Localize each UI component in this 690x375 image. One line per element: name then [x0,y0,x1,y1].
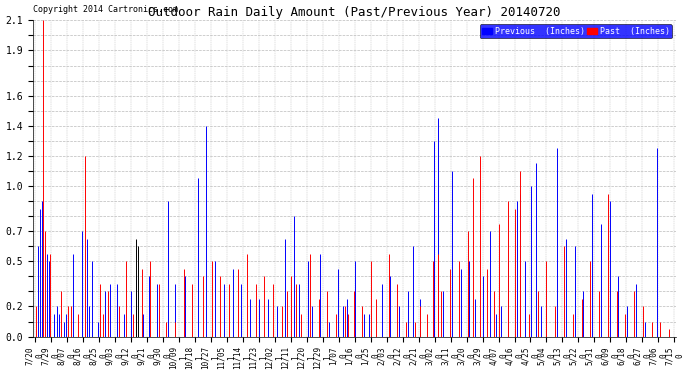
Legend: Previous  (Inches), Past  (Inches): Previous (Inches), Past (Inches) [480,24,672,39]
Text: Copyright 2014 Cartronics.com: Copyright 2014 Cartronics.com [33,5,178,14]
Title: Outdoor Rain Daily Amount (Past/Previous Year) 20140720: Outdoor Rain Daily Amount (Past/Previous… [148,6,561,19]
